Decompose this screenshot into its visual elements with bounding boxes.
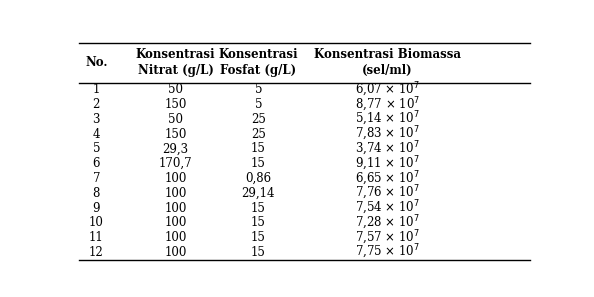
Text: 50: 50 (168, 113, 183, 126)
Text: 11: 11 (89, 231, 104, 244)
Text: 9,11 $\times$ 10$^{7}$: 9,11 $\times$ 10$^{7}$ (355, 155, 420, 173)
Text: 3,74 $\times$ 10$^{7}$: 3,74 $\times$ 10$^{7}$ (355, 140, 420, 158)
Text: 7,28 $\times$ 10$^{7}$: 7,28 $\times$ 10$^{7}$ (355, 214, 420, 232)
Text: 5: 5 (255, 83, 262, 97)
Text: 100: 100 (165, 216, 187, 229)
Text: Konsentrasi Biomassa
(sel/ml): Konsentrasi Biomassa (sel/ml) (314, 48, 461, 77)
Text: 25: 25 (251, 113, 266, 126)
Text: 150: 150 (165, 98, 187, 111)
Text: 100: 100 (165, 172, 187, 185)
Text: 100: 100 (165, 231, 187, 244)
Text: 6,65 $\times$ 10$^{7}$: 6,65 $\times$ 10$^{7}$ (355, 170, 420, 188)
Text: 3: 3 (93, 113, 100, 126)
Text: 29,14: 29,14 (242, 187, 275, 200)
Text: 15: 15 (251, 246, 266, 259)
Text: 15: 15 (251, 143, 266, 156)
Text: 0,86: 0,86 (245, 172, 271, 185)
Text: 6,07 $\times$ 10$^{7}$: 6,07 $\times$ 10$^{7}$ (355, 81, 420, 99)
Text: 1: 1 (93, 83, 100, 97)
Text: 15: 15 (251, 157, 266, 170)
Text: 5,14 $\times$ 10$^{7}$: 5,14 $\times$ 10$^{7}$ (355, 110, 420, 129)
Text: 8: 8 (93, 187, 100, 200)
Text: 29,3: 29,3 (163, 143, 188, 156)
Text: 5: 5 (93, 143, 100, 156)
Text: 4: 4 (93, 128, 100, 141)
Text: 15: 15 (251, 231, 266, 244)
Text: No.: No. (85, 56, 108, 69)
Text: 12: 12 (89, 246, 104, 259)
Text: 6: 6 (93, 157, 100, 170)
Text: 50: 50 (168, 83, 183, 97)
Text: 150: 150 (165, 128, 187, 141)
Text: 7: 7 (93, 172, 100, 185)
Text: 15: 15 (251, 216, 266, 229)
Text: Konsentrasi
Nitrat (g/L): Konsentrasi Nitrat (g/L) (135, 48, 216, 77)
Text: 9: 9 (93, 202, 100, 214)
Text: 7,57 $\times$ 10$^{7}$: 7,57 $\times$ 10$^{7}$ (355, 229, 420, 247)
Text: Konsentrasi
Fosfat (g/L): Konsentrasi Fosfat (g/L) (219, 48, 298, 77)
Text: 25: 25 (251, 128, 266, 141)
Text: 170,7: 170,7 (159, 157, 192, 170)
Text: 7,83 $\times$ 10$^{7}$: 7,83 $\times$ 10$^{7}$ (355, 125, 420, 143)
Text: 15: 15 (251, 202, 266, 214)
Text: 100: 100 (165, 187, 187, 200)
Text: 7,76 $\times$ 10$^{7}$: 7,76 $\times$ 10$^{7}$ (355, 184, 420, 202)
Text: 5: 5 (255, 98, 262, 111)
Text: 7,54 $\times$ 10$^{7}$: 7,54 $\times$ 10$^{7}$ (355, 199, 420, 217)
Text: 2: 2 (93, 98, 100, 111)
Text: 10: 10 (89, 216, 104, 229)
Text: 8,77 $\times$ 10$^{7}$: 8,77 $\times$ 10$^{7}$ (355, 96, 420, 114)
Text: 100: 100 (165, 202, 187, 214)
Text: 100: 100 (165, 246, 187, 259)
Text: 7,75 $\times$ 10$^{7}$: 7,75 $\times$ 10$^{7}$ (355, 243, 420, 261)
